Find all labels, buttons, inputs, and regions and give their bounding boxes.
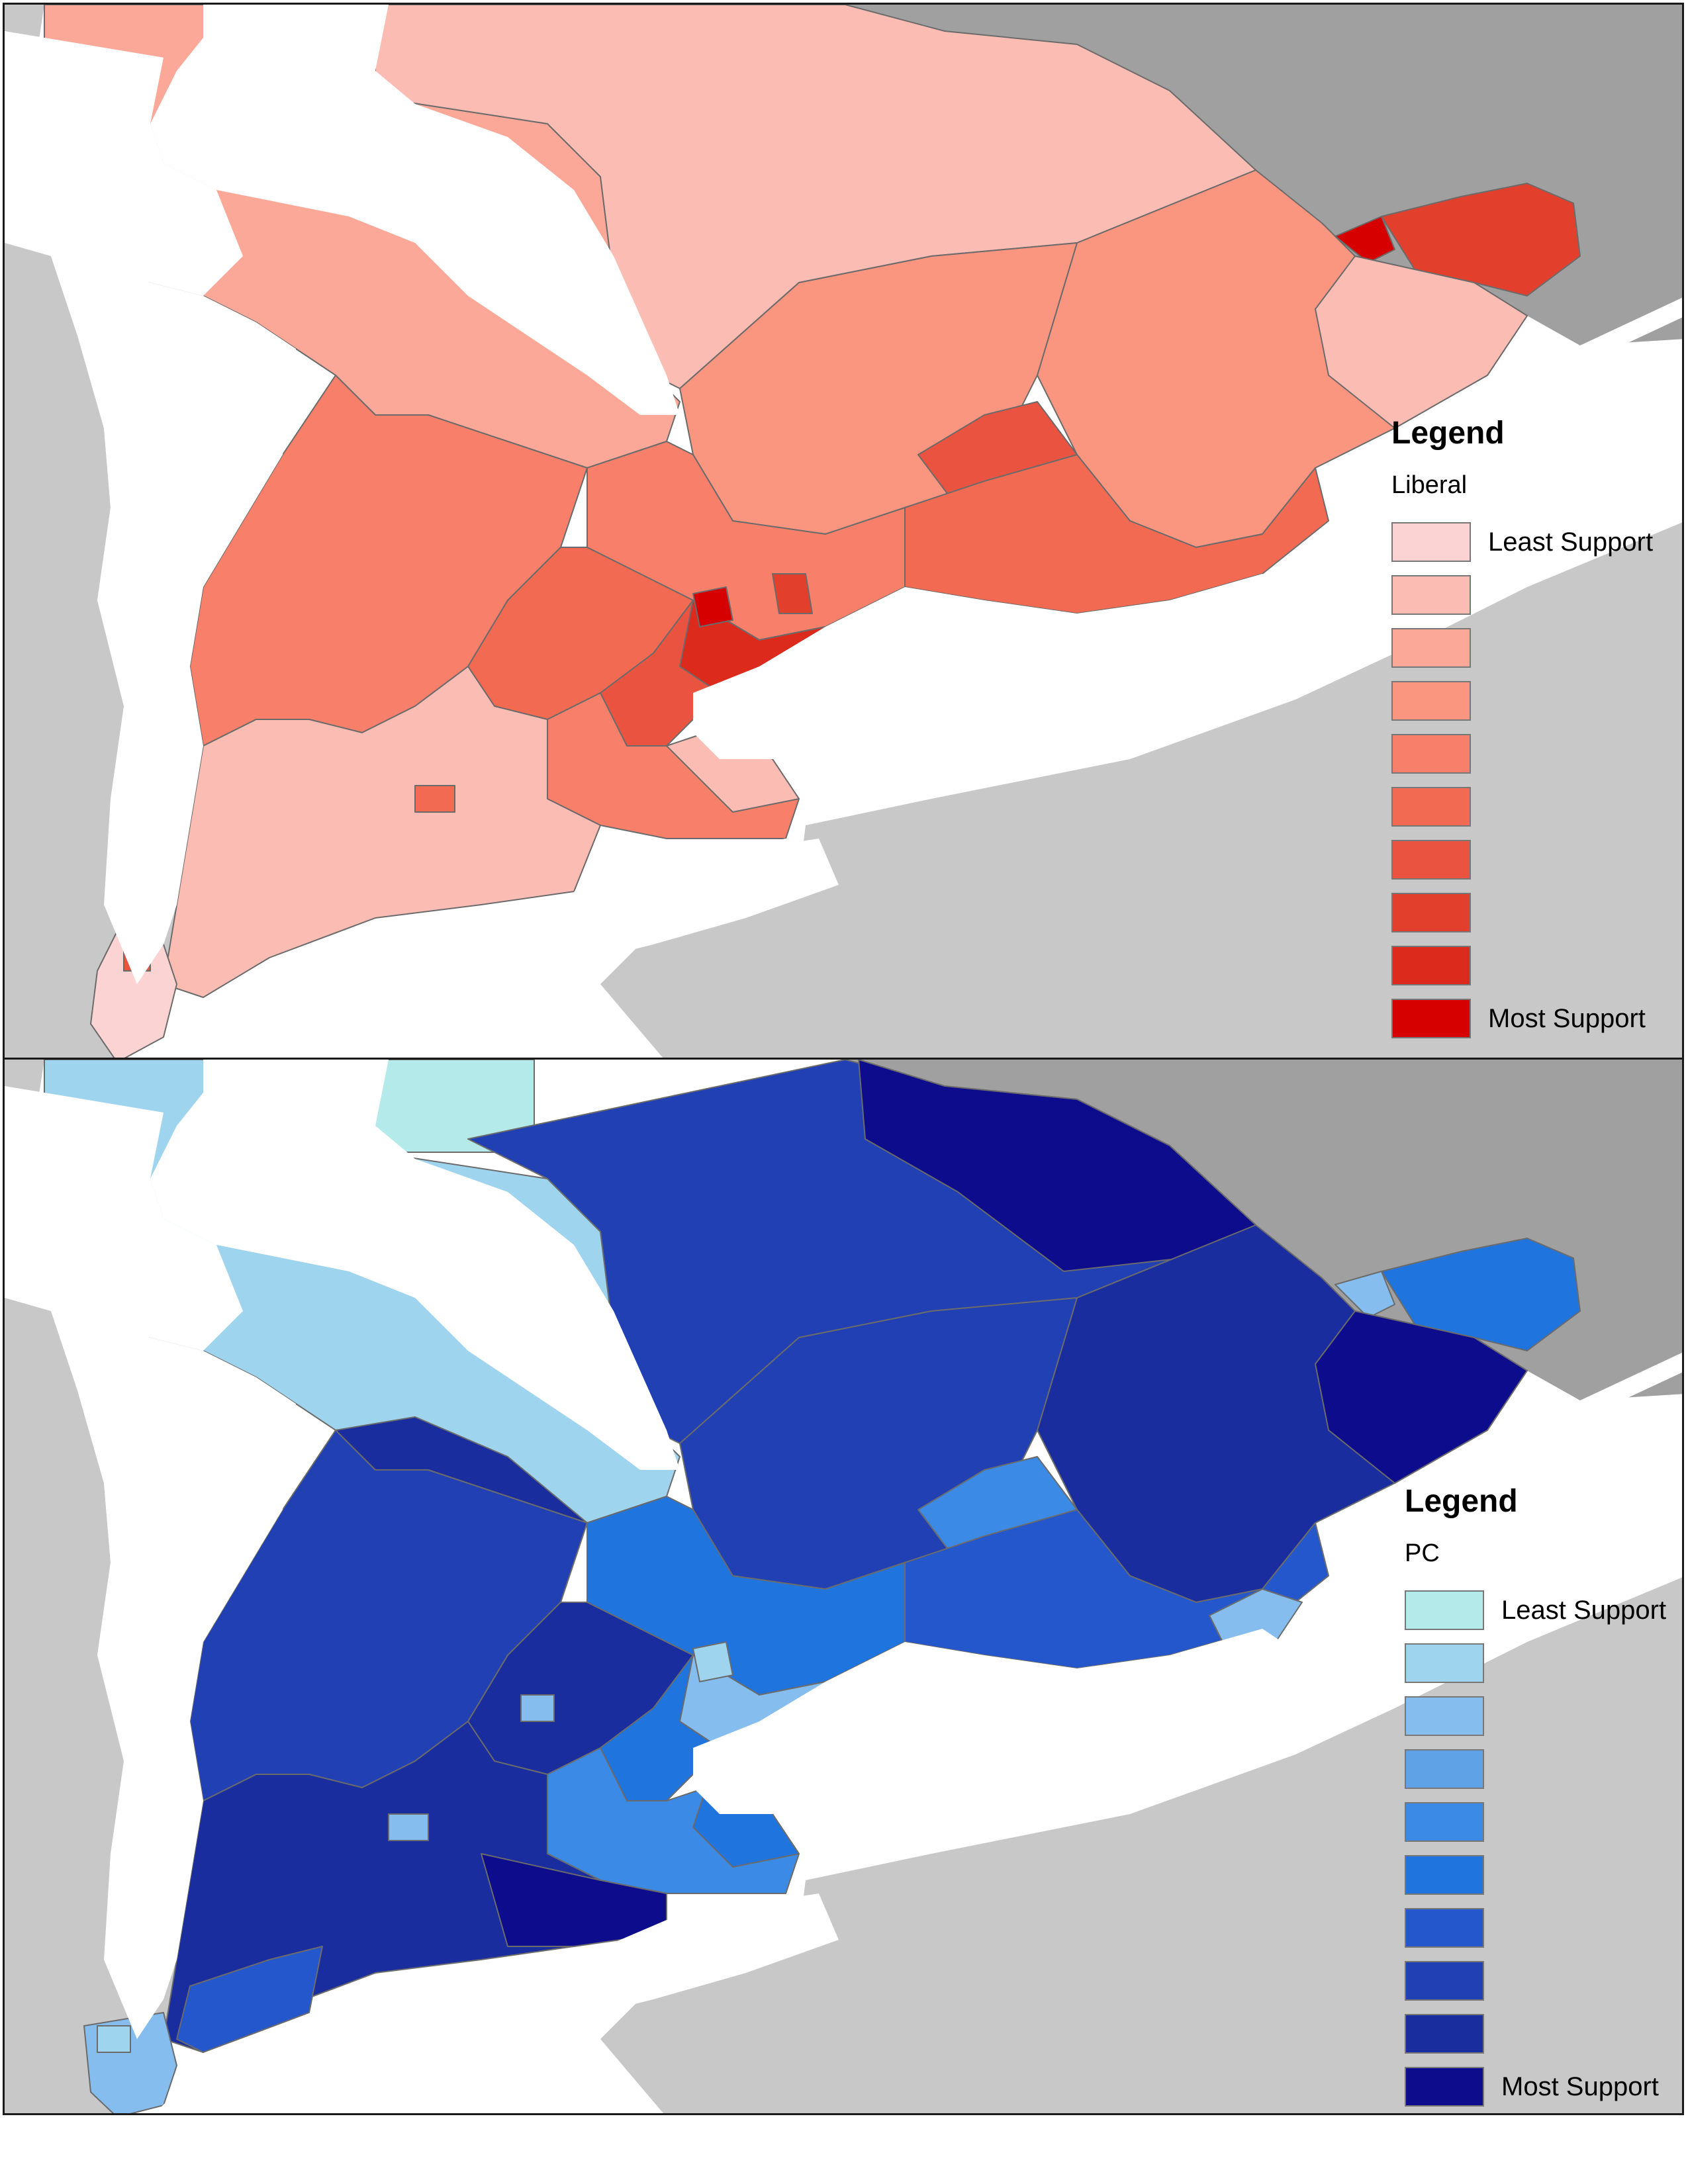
legend-class-row bbox=[1391, 780, 1653, 833]
region-chatham bbox=[176, 1946, 323, 2053]
region-grey-bruce bbox=[335, 1416, 588, 1524]
legend-swatch bbox=[1391, 734, 1471, 774]
region-ottawa-core bbox=[1335, 1271, 1395, 1318]
legend-swatch bbox=[1391, 999, 1471, 1038]
legend-title: Legend bbox=[1405, 1484, 1518, 1519]
region-kingston bbox=[904, 454, 1329, 614]
legend-swatch bbox=[1391, 575, 1471, 615]
lake-huron bbox=[5, 1086, 243, 1351]
region-quinte bbox=[1209, 1588, 1303, 1643]
region-windsor bbox=[97, 2025, 131, 2053]
legend-swatch bbox=[1405, 2014, 1484, 2054]
legend-class-row: Least Support bbox=[1405, 1584, 1666, 1637]
georgian-bay bbox=[150, 1060, 680, 1470]
legend-class-row bbox=[1391, 674, 1653, 727]
georgian-bay bbox=[150, 5, 680, 415]
legend-class-row: Least Support bbox=[1391, 516, 1653, 569]
region-scarborough bbox=[772, 573, 813, 614]
region-london bbox=[388, 1813, 429, 1841]
legend-least-label: Least Support bbox=[1488, 527, 1654, 557]
legend-swatch bbox=[1405, 1643, 1484, 1683]
pc-legend: Legend PC Least Support Most Support bbox=[1405, 1483, 1666, 2113]
legend-swatch bbox=[1391, 787, 1471, 827]
liberal-support-map-panel: Legend Liberal Least Support Most Support bbox=[3, 3, 1684, 1060]
legend-swatch bbox=[1391, 628, 1471, 668]
legend-swatch bbox=[1405, 1696, 1484, 1736]
lake-huron-south bbox=[51, 1311, 296, 2039]
legend-class-row bbox=[1391, 569, 1653, 621]
lake-erie-east bbox=[574, 839, 825, 918]
region-ottawa-core bbox=[1335, 216, 1395, 263]
legend-swatch bbox=[1405, 1908, 1484, 1948]
legend-layer-name: Liberal bbox=[1391, 471, 1468, 499]
lake-huron bbox=[5, 31, 243, 296]
legend-swatch bbox=[1405, 2067, 1484, 2107]
legend-class-row: Most Support bbox=[1391, 992, 1653, 1045]
region-eastern bbox=[1315, 255, 1528, 429]
legend-swatch bbox=[1391, 681, 1471, 721]
legend-swatch bbox=[1405, 1749, 1484, 1789]
lake-huron-south bbox=[51, 256, 296, 984]
region-waterloo-core bbox=[520, 1694, 555, 1722]
legend-swatch bbox=[1405, 1802, 1484, 1842]
lake-ontario bbox=[693, 574, 1302, 759]
region-eastern bbox=[1315, 1310, 1528, 1484]
legend-class-row bbox=[1405, 1637, 1666, 1690]
legend-class-row bbox=[1405, 1743, 1666, 1796]
legend-classes: Least Support Most Support bbox=[1391, 516, 1653, 1045]
lake-ontario bbox=[693, 1629, 1302, 1814]
legend-swatch bbox=[1391, 522, 1471, 562]
liberal-legend: Legend Liberal Least Support Most Support bbox=[1391, 415, 1653, 1045]
legend-swatch bbox=[1391, 893, 1471, 933]
legend-class-row bbox=[1391, 833, 1653, 886]
legend-class-row bbox=[1391, 621, 1653, 674]
legend-most-label: Most Support bbox=[1501, 2071, 1659, 2101]
legend-classes: Least Support Most Support bbox=[1405, 1584, 1666, 2113]
legend-class-row bbox=[1391, 886, 1653, 939]
st-lawrence-river bbox=[1580, 297, 1682, 362]
legend-class-row: Most Support bbox=[1405, 2060, 1666, 2113]
legend-swatch bbox=[1405, 1961, 1484, 2001]
region-toronto-core bbox=[692, 1641, 733, 1682]
legend-most-label: Most Support bbox=[1488, 1003, 1646, 1033]
pc-choropleth-map bbox=[5, 1060, 1682, 2113]
pc-support-map-panel: Legend PC Least Support Most Support bbox=[3, 1058, 1684, 2115]
legend-class-row bbox=[1405, 2007, 1666, 2060]
legend-swatch bbox=[1391, 946, 1471, 985]
legend-class-row bbox=[1405, 1690, 1666, 1743]
legend-swatch bbox=[1405, 1590, 1484, 1630]
legend-swatch bbox=[1405, 1855, 1484, 1895]
legend-class-row bbox=[1405, 1901, 1666, 1954]
lake-erie bbox=[154, 1893, 839, 2113]
legend-layer-name: PC bbox=[1405, 1539, 1440, 1567]
liberal-choropleth-map bbox=[5, 5, 1682, 1058]
legend-title: Legend bbox=[1391, 416, 1505, 451]
legend-class-row bbox=[1405, 1796, 1666, 1848]
st-lawrence-river bbox=[1580, 1352, 1682, 1417]
legend-class-row bbox=[1405, 1848, 1666, 1901]
legend-class-row bbox=[1405, 1954, 1666, 2007]
legend-least-label: Least Support bbox=[1501, 1595, 1667, 1625]
legend-class-row bbox=[1391, 727, 1653, 780]
legend-class-row bbox=[1391, 939, 1653, 992]
region-windsor-essex bbox=[90, 931, 177, 1058]
legend-swatch bbox=[1391, 840, 1471, 880]
region-london bbox=[414, 785, 455, 813]
region-toronto-core bbox=[692, 586, 733, 627]
